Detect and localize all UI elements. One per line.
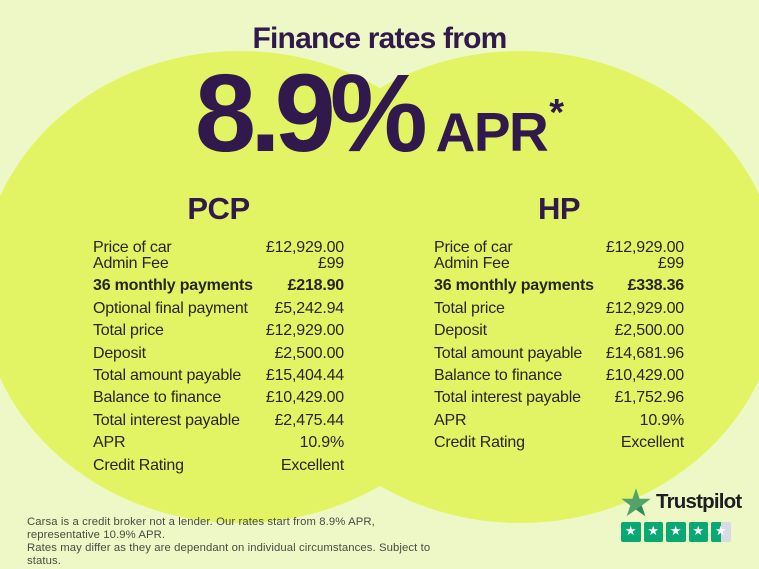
pcp-title: PCP bbox=[187, 191, 250, 226]
row-value: £12,929.00 bbox=[605, 239, 684, 256]
table-row: Total amount payable £14,681.96 bbox=[434, 344, 684, 362]
rating-star-icon: ★ bbox=[669, 523, 682, 539]
table-row: 36 monthly payments £218.90 bbox=[93, 278, 344, 294]
row-label: Total interest payable bbox=[434, 389, 581, 407]
disclaimer-line-1: Carsa is a credit broker not a lender. O… bbox=[27, 516, 375, 541]
rating-star-box: ★ bbox=[688, 522, 708, 542]
trustpilot-star-icon bbox=[621, 488, 651, 517]
row-label: Total amount payable bbox=[434, 344, 583, 362]
row-label: Optional final payment bbox=[93, 299, 248, 317]
table-row: Price of car £12,929.00 bbox=[93, 240, 344, 256]
apr-asterisk: * bbox=[549, 92, 565, 134]
row-label: Deposit bbox=[93, 344, 146, 362]
row-value: 10.9% bbox=[639, 411, 685, 429]
table-row: Credit Rating Excellent bbox=[434, 435, 684, 451]
row-label: Total price bbox=[434, 299, 505, 317]
table-row: Deposit £2,500.00 bbox=[93, 344, 345, 362]
row-value: £99 bbox=[317, 255, 344, 272]
row-label: Total amount payable bbox=[93, 366, 242, 384]
hp-table: Price of car £12,929.00 Admin Fee £99 36… bbox=[434, 240, 684, 458]
row-label: Balance to finance bbox=[434, 366, 563, 384]
row-value: £1,752.96 bbox=[614, 389, 685, 407]
row-label: Price of car bbox=[434, 239, 513, 256]
row-value: £15,404.44 bbox=[265, 366, 344, 384]
row-value: £2,500.00 bbox=[274, 344, 345, 362]
row-value: £5,242.94 bbox=[274, 299, 345, 317]
table-row: Price of car £12,929.00 bbox=[434, 240, 684, 256]
row-label: Credit Rating bbox=[93, 456, 184, 474]
row-value: £12,929.00 bbox=[265, 239, 344, 256]
row-value: 10.9% bbox=[299, 434, 345, 452]
row-label: Credit Rating bbox=[434, 434, 525, 452]
table-row: Credit Rating Excellent bbox=[93, 456, 344, 474]
row-label: Admin Fee bbox=[93, 255, 169, 272]
rating-star-box: ★ bbox=[666, 522, 686, 542]
rate-value: 8.9% bbox=[194, 52, 428, 175]
row-value: £218.90 bbox=[287, 277, 345, 295]
trustpilot-brand-text: Trustpilot bbox=[656, 490, 742, 514]
disclaimer-line-2: Rates may differ as they are dependant o… bbox=[27, 542, 431, 567]
rating-star-box: ★ bbox=[711, 522, 731, 542]
row-label: Deposit bbox=[434, 322, 487, 340]
table-row: 36 monthly payments £338.36 bbox=[434, 278, 684, 294]
row-value: Excellent bbox=[280, 456, 344, 474]
row-label: Total interest payable bbox=[93, 411, 240, 429]
trustpilot-widget: Trustpilot ★ ★ ★ ★ ★ bbox=[621, 488, 742, 542]
rating-star-box: ★ bbox=[643, 522, 663, 542]
rating-star-icon: ★ bbox=[624, 523, 637, 539]
hp-title: HP bbox=[537, 191, 581, 226]
row-value: £12,929.00 bbox=[265, 322, 344, 340]
row-value: £10,429.00 bbox=[265, 389, 344, 407]
table-row: Total amount payable £15,404.44 bbox=[93, 366, 344, 384]
row-label: Total price bbox=[93, 322, 164, 340]
row-value: Excellent bbox=[620, 434, 684, 452]
pcp-table: Price of car £12,929.00 Admin Fee £99 36… bbox=[93, 240, 344, 480]
table-row: Total price £12,929.00 bbox=[93, 323, 344, 339]
row-label: APR bbox=[434, 411, 467, 429]
row-label: Admin Fee bbox=[434, 255, 510, 272]
row-value: £2,475.44 bbox=[274, 411, 345, 429]
trustpilot-logo: Trustpilot bbox=[621, 488, 742, 517]
row-label: 36 monthly payments bbox=[434, 277, 594, 295]
row-value: £14,681.96 bbox=[605, 344, 684, 362]
row-value: £2,500.00 bbox=[614, 322, 685, 340]
table-row: Balance to finance £10,429.00 bbox=[93, 390, 344, 406]
table-row: Admin Fee £99 bbox=[93, 256, 344, 272]
table-row: Balance to finance £10,429.00 bbox=[434, 366, 684, 384]
table-row: APR 10.9% bbox=[93, 435, 344, 451]
rating-star-icon: ★ bbox=[647, 523, 660, 539]
table-row: Admin Fee £99 bbox=[434, 256, 684, 272]
table-row: APR 10.9% bbox=[434, 411, 685, 429]
table-row: Total price £12,929.00 bbox=[434, 299, 684, 317]
row-label: 36 monthly payments bbox=[93, 277, 253, 295]
row-value: £99 bbox=[657, 255, 684, 272]
apr-label: APR bbox=[435, 101, 549, 163]
table-row: Optional final payment £5,242.94 bbox=[93, 299, 345, 317]
row-value: £338.36 bbox=[627, 277, 685, 295]
legal-disclaimer: Carsa is a credit broker not a lender. O… bbox=[27, 516, 447, 568]
row-label: Balance to finance bbox=[93, 389, 222, 407]
trustpilot-rating-stars: ★ ★ ★ ★ ★ bbox=[621, 522, 741, 542]
right-blob bbox=[260, 51, 759, 523]
rating-star-icon: ★ bbox=[714, 523, 727, 539]
table-row: Total interest payable £1,752.96 bbox=[434, 390, 684, 406]
row-label: APR bbox=[93, 434, 126, 452]
rating-star-box: ★ bbox=[621, 522, 641, 542]
rating-star-icon: ★ bbox=[692, 523, 705, 539]
page-title: Finance rates from bbox=[252, 22, 507, 55]
row-value: £10,429.00 bbox=[605, 366, 684, 384]
table-row: Total interest payable £2,475.44 bbox=[93, 411, 345, 429]
headline-rate: 8.9% APR* bbox=[0, 53, 759, 174]
row-value: £12,929.00 bbox=[605, 299, 684, 317]
table-row: Deposit £2,500.00 bbox=[434, 323, 684, 339]
row-label: Price of car bbox=[93, 239, 172, 256]
